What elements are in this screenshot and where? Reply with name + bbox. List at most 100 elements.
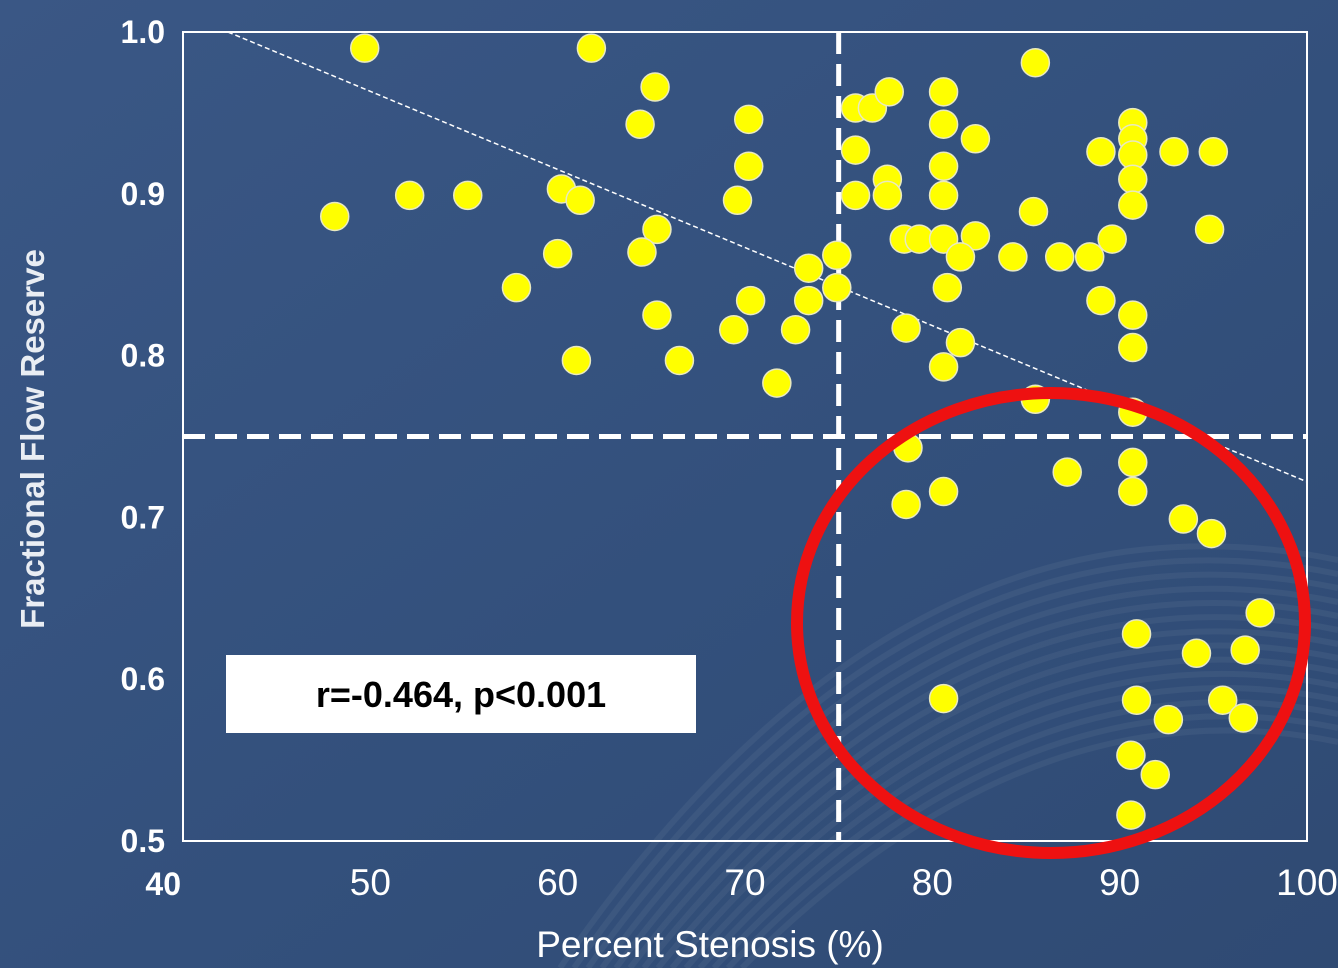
data-point bbox=[722, 185, 753, 216]
data-point bbox=[1121, 685, 1152, 715]
data-point bbox=[1121, 619, 1152, 649]
data-point bbox=[928, 109, 959, 139]
data-point bbox=[664, 345, 695, 376]
data-point bbox=[840, 135, 871, 165]
data-point bbox=[932, 272, 963, 303]
highlight-circle bbox=[791, 387, 1311, 859]
data-point bbox=[891, 313, 921, 343]
data-point bbox=[542, 238, 573, 269]
data-point bbox=[1228, 703, 1259, 733]
correlation-text: r=-0.464, p<0.001 bbox=[316, 674, 606, 715]
data-point bbox=[452, 180, 483, 211]
correlation-box bbox=[226, 655, 696, 733]
data-point bbox=[1052, 457, 1082, 487]
data-point bbox=[1116, 740, 1146, 770]
y-tick-label: 0.8 bbox=[121, 338, 165, 374]
data-point bbox=[960, 124, 991, 154]
data-point bbox=[1018, 196, 1049, 227]
data-point bbox=[840, 180, 871, 211]
data-point bbox=[1153, 704, 1184, 735]
data-point bbox=[822, 272, 852, 303]
data-point bbox=[998, 242, 1028, 272]
regression-line bbox=[227, 31, 1308, 483]
data-point bbox=[1118, 476, 1148, 507]
data-point bbox=[822, 240, 852, 271]
y-tick-label: 0.5 bbox=[121, 823, 165, 859]
data-point bbox=[1168, 504, 1199, 534]
data-point bbox=[394, 180, 425, 211]
x-axis-label: Percent Stenosis (%) bbox=[536, 924, 884, 965]
data-point bbox=[928, 151, 959, 182]
x-tick-label: 60 bbox=[537, 862, 578, 903]
data-point bbox=[780, 314, 811, 345]
data-point bbox=[1140, 759, 1171, 790]
data-point bbox=[349, 33, 380, 63]
data-point bbox=[1118, 164, 1148, 194]
data-point bbox=[565, 185, 595, 216]
data-point bbox=[1196, 518, 1227, 549]
data-point bbox=[928, 77, 959, 107]
data-point bbox=[1207, 685, 1238, 715]
data-point bbox=[1159, 136, 1189, 167]
x-tick-label: 90 bbox=[1099, 862, 1140, 903]
x-tick-label: 50 bbox=[350, 862, 391, 903]
data-point bbox=[1097, 224, 1127, 254]
data-point bbox=[1245, 598, 1275, 628]
data-point bbox=[1194, 214, 1225, 245]
y-tick-labels: 1.0 0.9 0.8 0.7 0.6 0.5 bbox=[121, 14, 165, 859]
data-point bbox=[1118, 300, 1148, 330]
data-point bbox=[1118, 447, 1148, 478]
data-point bbox=[1044, 242, 1075, 272]
data-point bbox=[319, 201, 350, 232]
data-point bbox=[928, 476, 959, 507]
data-point bbox=[1020, 47, 1051, 78]
x-tick-label: 80 bbox=[912, 862, 953, 903]
x-tick-label: 70 bbox=[724, 862, 765, 903]
data-point bbox=[928, 352, 959, 382]
x-tick-label: 100 bbox=[1276, 862, 1338, 903]
background-swirls bbox=[557, 543, 1338, 968]
data-point bbox=[945, 242, 976, 272]
y-tick-label: 0.7 bbox=[121, 499, 165, 535]
data-point bbox=[945, 327, 976, 358]
x-tick-label: 40 bbox=[145, 866, 181, 902]
data-point bbox=[627, 237, 657, 267]
data-point bbox=[1086, 136, 1116, 167]
y-tick-label: 0.9 bbox=[121, 176, 165, 212]
data-point bbox=[1116, 800, 1146, 830]
data-point bbox=[735, 285, 766, 316]
data-point bbox=[642, 300, 672, 330]
data-point bbox=[872, 180, 903, 211]
data-point bbox=[960, 221, 991, 251]
data-point bbox=[1181, 638, 1212, 669]
data-point bbox=[762, 368, 792, 398]
x-tick-labels: 40 50 60 70 80 90 100 bbox=[145, 862, 1337, 903]
data-point bbox=[1118, 332, 1148, 363]
data-point bbox=[793, 253, 824, 283]
data-point bbox=[642, 214, 672, 245]
y-tick-label: 1.0 bbox=[121, 14, 165, 50]
data-point bbox=[793, 285, 824, 316]
data-point bbox=[719, 314, 749, 345]
data-point bbox=[733, 151, 764, 182]
data-point bbox=[501, 272, 532, 303]
data-point bbox=[1074, 242, 1105, 272]
y-axis-label: Fractional Flow Reserve bbox=[14, 249, 51, 629]
data-point bbox=[1086, 285, 1116, 316]
data-points bbox=[319, 33, 1275, 830]
data-point bbox=[576, 33, 607, 63]
data-point bbox=[928, 180, 959, 211]
data-point bbox=[561, 345, 592, 376]
data-point bbox=[928, 683, 959, 714]
data-point bbox=[1198, 136, 1229, 167]
data-point bbox=[625, 109, 655, 139]
data-point bbox=[1230, 635, 1260, 665]
y-tick-label: 0.6 bbox=[121, 661, 165, 697]
data-point bbox=[640, 72, 670, 102]
data-point bbox=[874, 77, 904, 107]
reference-lines bbox=[183, 32, 1307, 841]
data-point bbox=[891, 489, 921, 520]
